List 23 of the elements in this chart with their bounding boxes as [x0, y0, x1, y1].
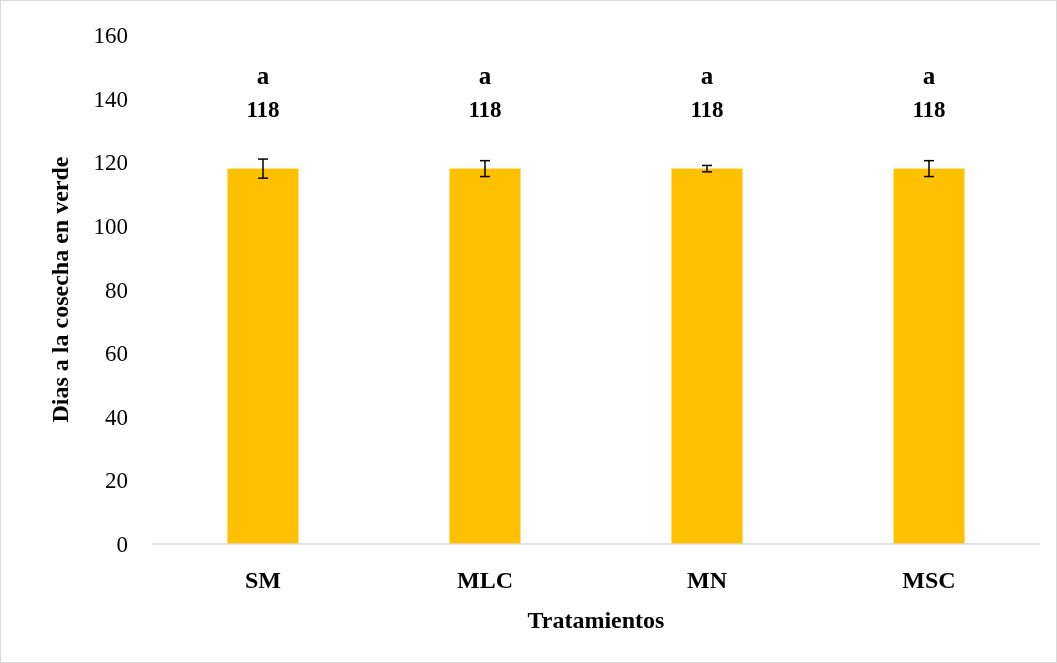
data-label: 118 [246, 96, 280, 122]
annotation: a [256, 61, 270, 89]
x-tick-label: MLC [457, 567, 513, 593]
annotation: a [922, 61, 936, 89]
data-label: 118 [912, 96, 946, 122]
x-axis-title: Tratamientos [527, 607, 665, 633]
annotation: a [478, 61, 492, 89]
y-tick-label: 40 [105, 404, 128, 430]
data-label: 118 [690, 96, 724, 122]
y-tick-label: 20 [105, 468, 128, 494]
x-tick-label: MSC [902, 567, 956, 593]
y-tick-label: 100 [93, 213, 128, 239]
y-tick-label: 60 [105, 341, 128, 367]
x-tick-label: MN [687, 567, 728, 593]
y-tick-label: 0 [116, 532, 128, 558]
x-tick-label: SM [245, 567, 281, 593]
y-tick-label: 120 [93, 150, 128, 176]
y-tick-label: 140 [93, 86, 128, 112]
data-label: 118 [468, 96, 502, 122]
y-tick-label: 80 [105, 277, 128, 303]
annotation: a [700, 61, 714, 89]
y-axis-title: Dias a la cosecha en verde [47, 156, 73, 423]
y-tick-label: 160 [93, 23, 128, 49]
